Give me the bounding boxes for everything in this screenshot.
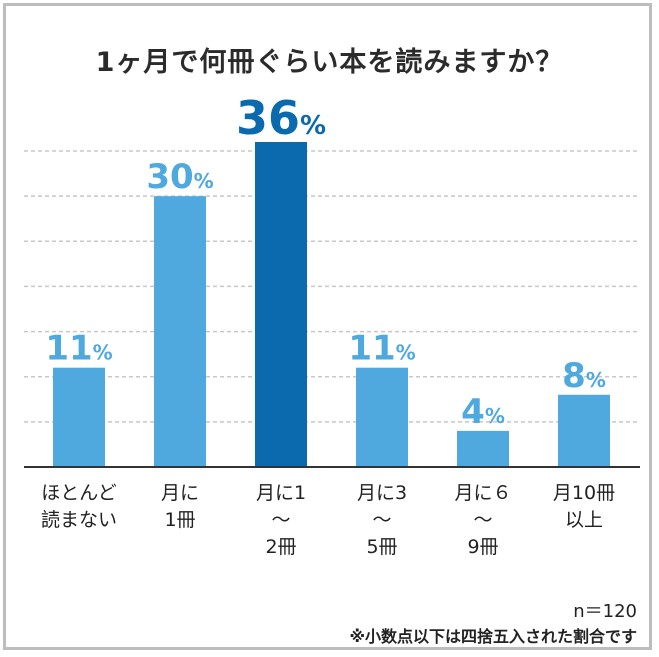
bar [457, 430, 509, 467]
tick-label: 月に3 〜 5冊 [357, 482, 407, 558]
chart-title: 1ヶ月で何冊ぐらい本を読みますか？ [95, 47, 564, 78]
bar [356, 367, 408, 467]
tick-label: 月に 1冊 [161, 482, 199, 531]
sample-size: n＝120 [573, 601, 637, 622]
data-label: 4% [461, 392, 505, 432]
footnote: ※小数点以下は四捨五入された割合です [349, 627, 637, 646]
data-label: 11% [348, 329, 415, 369]
bars [53, 142, 610, 467]
data-label: 36% [236, 91, 326, 145]
tick-label: 月10冊以上 [553, 482, 615, 531]
tick-label: 月に６〜 9冊 [454, 482, 511, 558]
tick-label: ほとんど読まない [41, 482, 117, 531]
gridlines [24, 150, 640, 423]
value-labels: 11% 30% 36% 11% 4% 8% [45, 91, 606, 432]
data-label: 11% [45, 329, 112, 369]
bar [53, 367, 105, 467]
bar [154, 196, 206, 467]
bar [558, 394, 610, 467]
data-label: 8% [562, 356, 606, 396]
data-label: 30% [146, 157, 213, 197]
tick-label: 月に1 〜 2冊 [256, 482, 306, 558]
chart-frame [3, 3, 652, 650]
bar [255, 142, 307, 467]
